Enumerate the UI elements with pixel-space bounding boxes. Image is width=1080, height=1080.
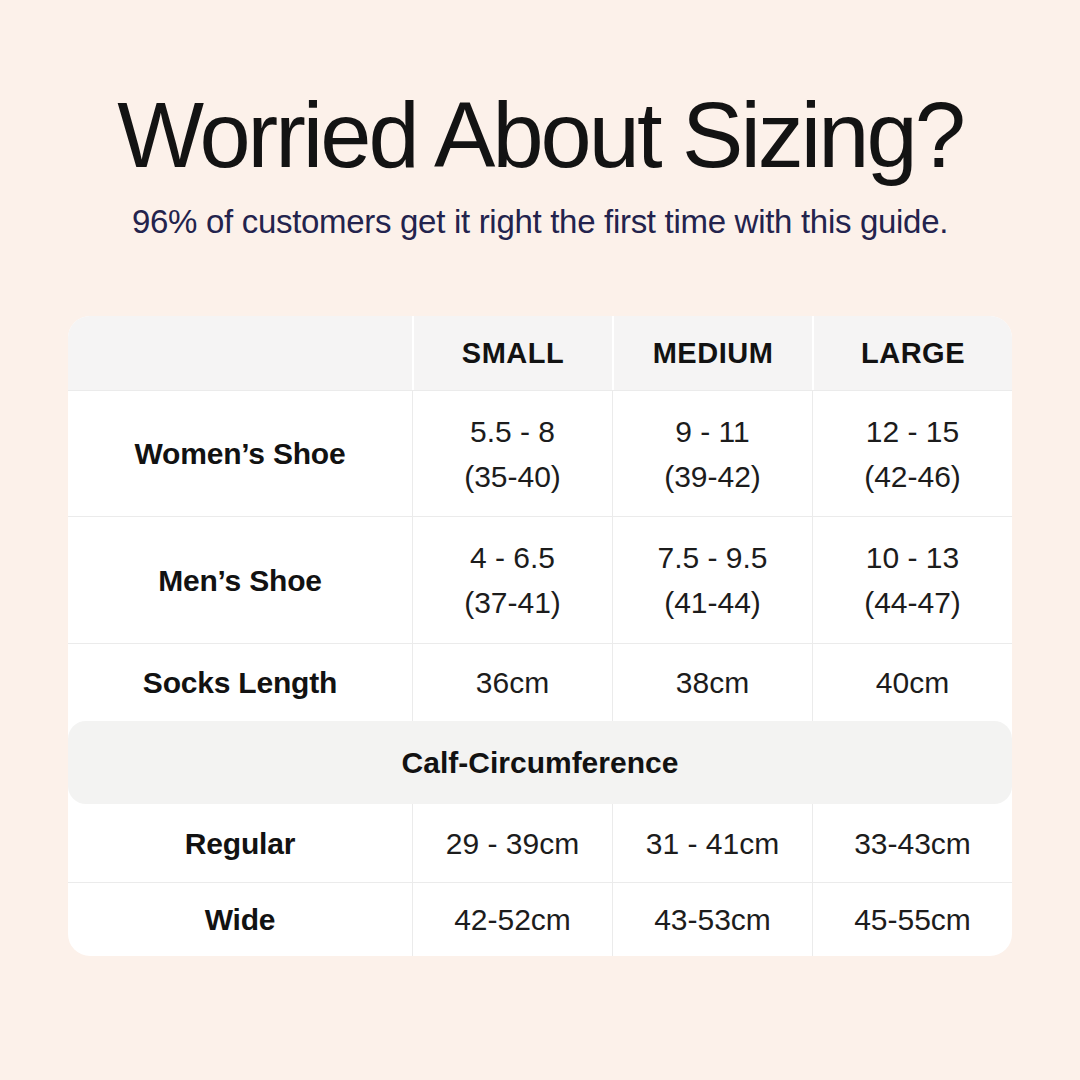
cell-wide-large: 45-55cm bbox=[812, 882, 1012, 956]
cell-line-us: 4 - 6.5 bbox=[470, 535, 555, 580]
column-header-small: SMALL bbox=[412, 316, 612, 390]
cell-wide-medium: 43-53cm bbox=[612, 882, 812, 956]
cell-womens-small: 5.5 - 8 (35-40) bbox=[412, 390, 612, 516]
cell-line-us: 10 - 13 bbox=[866, 535, 959, 580]
cell-mens-large: 10 - 13 (44-47) bbox=[812, 516, 1012, 643]
cell-line-eu: (39-42) bbox=[664, 454, 761, 499]
row-label-womens-shoe: Women’s Shoe bbox=[68, 390, 412, 516]
page-title: Worried About Sizing? bbox=[0, 0, 1080, 187]
header-corner-cell bbox=[68, 316, 412, 390]
row-label-regular: Regular bbox=[68, 804, 412, 882]
size-table: SMALL MEDIUM LARGE Women’s Shoe 5.5 - 8 … bbox=[68, 316, 1012, 956]
cell-regular-large: 33-43cm bbox=[812, 804, 1012, 882]
row-label-wide: Wide bbox=[68, 882, 412, 956]
cell-line-eu: (35-40) bbox=[464, 454, 561, 499]
cell-mens-small: 4 - 6.5 (37-41) bbox=[412, 516, 612, 643]
cell-line-us: 7.5 - 9.5 bbox=[657, 535, 767, 580]
column-header-large: LARGE bbox=[812, 316, 1012, 390]
cell-mens-medium: 7.5 - 9.5 (41-44) bbox=[612, 516, 812, 643]
cell-line-us: 12 - 15 bbox=[866, 409, 959, 454]
sizing-infographic: Worried About Sizing? 96% of customers g… bbox=[0, 0, 1080, 1080]
cell-regular-small: 29 - 39cm bbox=[412, 804, 612, 882]
cell-regular-medium: 31 - 41cm bbox=[612, 804, 812, 882]
cell-womens-large: 12 - 15 (42-46) bbox=[812, 390, 1012, 516]
column-header-medium: MEDIUM bbox=[612, 316, 812, 390]
cell-line-eu: (42-46) bbox=[864, 454, 961, 499]
cell-line-us: 5.5 - 8 bbox=[470, 409, 555, 454]
cell-socks-small: 36cm bbox=[412, 643, 612, 721]
cell-line-eu: (44-47) bbox=[864, 580, 961, 625]
row-label-socks-length: Socks Length bbox=[68, 643, 412, 721]
page-subtitle: 96% of customers get it right the first … bbox=[0, 203, 1080, 241]
cell-socks-large: 40cm bbox=[812, 643, 1012, 721]
row-label-mens-shoe: Men’s Shoe bbox=[68, 516, 412, 643]
calf-circumference-banner: Calf-Circumference bbox=[68, 721, 1012, 804]
cell-line-eu: (41-44) bbox=[664, 580, 761, 625]
cell-womens-medium: 9 - 11 (39-42) bbox=[612, 390, 812, 516]
cell-line-us: 9 - 11 bbox=[675, 409, 750, 454]
cell-wide-small: 42-52cm bbox=[412, 882, 612, 956]
cell-socks-medium: 38cm bbox=[612, 643, 812, 721]
cell-line-eu: (37-41) bbox=[464, 580, 561, 625]
